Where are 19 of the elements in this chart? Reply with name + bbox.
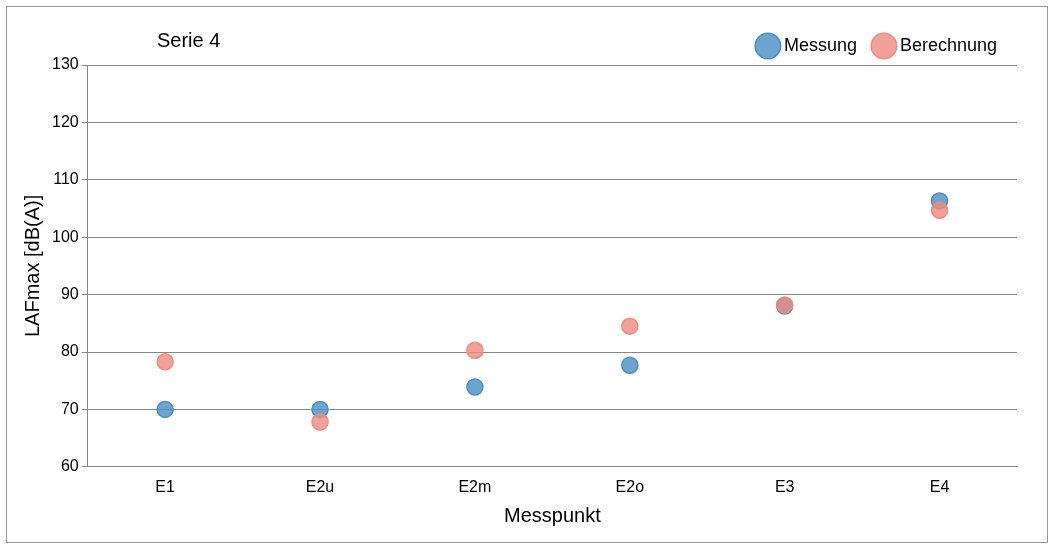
x-tick-label: E2o xyxy=(615,477,645,495)
y-tick-label: 120 xyxy=(51,112,79,130)
legend-label: Berechnung xyxy=(899,34,997,55)
y-tick-label: 70 xyxy=(60,399,79,417)
x-tick-label: E4 xyxy=(929,477,950,495)
y-tick-label: 100 xyxy=(51,227,79,245)
y-tick-label: 130 xyxy=(51,55,79,73)
x-tick-label: E3 xyxy=(774,477,795,495)
y-tick-label: 60 xyxy=(60,457,79,475)
x-tick-label: E1 xyxy=(155,477,176,495)
y-tick-label: 80 xyxy=(60,342,79,360)
x-axis-title: Messpunkt xyxy=(503,503,602,526)
x-tick-label: E2m xyxy=(458,477,492,495)
y-axis-title: LAFmax [dB(A)] xyxy=(20,194,43,338)
y-tick-label: 110 xyxy=(53,170,79,188)
chart-title: Serie 4 xyxy=(157,29,221,52)
legend-label: Messung xyxy=(783,34,857,55)
x-tick-label: E2u xyxy=(305,477,335,495)
y-tick-label: 90 xyxy=(60,285,79,303)
